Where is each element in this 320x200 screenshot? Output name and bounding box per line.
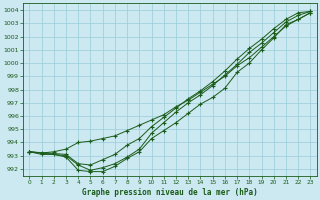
X-axis label: Graphe pression niveau de la mer (hPa): Graphe pression niveau de la mer (hPa)	[82, 188, 258, 197]
